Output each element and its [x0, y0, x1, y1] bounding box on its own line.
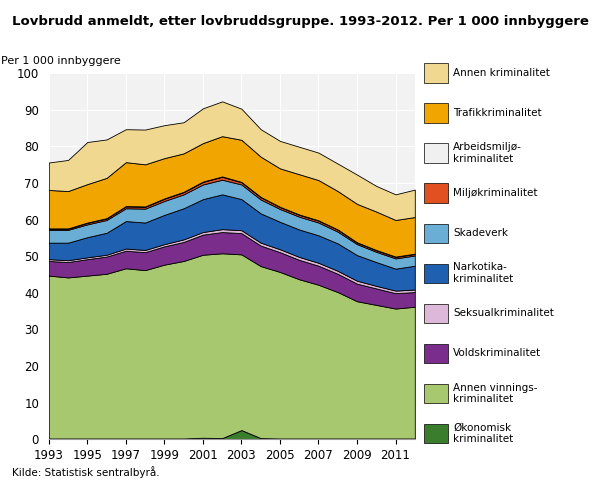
Text: Trafikkriminalitet: Trafikkriminalitet [453, 108, 542, 118]
Text: Lovbrudd anmeldt, etter lovbruddsgruppe. 1993-2012. Per 1 000 innbyggere: Lovbrudd anmeldt, etter lovbruddsgruppe.… [12, 15, 589, 28]
Text: Per 1 000 innbyggere: Per 1 000 innbyggere [1, 56, 121, 66]
Text: Voldskriminalitet: Voldskriminalitet [453, 348, 541, 358]
Text: Annen vinnings-
kriminalitet: Annen vinnings- kriminalitet [453, 383, 538, 404]
Text: Narkotika-
kriminalitet: Narkotika- kriminalitet [453, 263, 514, 284]
Text: Økonomisk
kriminalitet: Økonomisk kriminalitet [453, 423, 514, 444]
Text: Miljøkriminalitet: Miljøkriminalitet [453, 188, 538, 198]
Text: Seksualkriminalitet: Seksualkriminalitet [453, 308, 554, 318]
Text: Annen kriminalitet: Annen kriminalitet [453, 68, 550, 78]
Text: Arbeidsmiljø-
kriminalitet: Arbeidsmiljø- kriminalitet [453, 142, 522, 164]
Text: Kilde: Statistisk sentralbyrå.: Kilde: Statistisk sentralbyrå. [12, 467, 160, 478]
Text: Skadeverk: Skadeverk [453, 228, 508, 238]
